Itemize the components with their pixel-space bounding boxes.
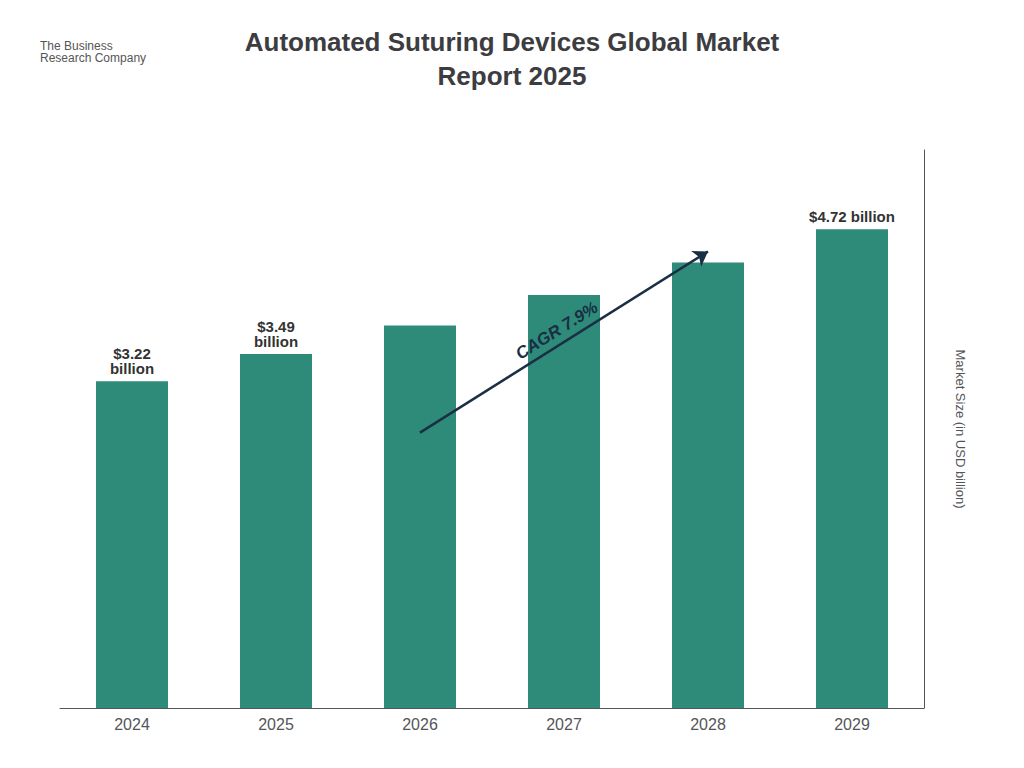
svg-text:$3.22: $3.22 xyxy=(113,345,151,363)
svg-text:2027: 2027 xyxy=(546,716,582,733)
svg-text:Automated Suturing Devices Glo: Automated Suturing Devices Global Market xyxy=(245,27,780,57)
svg-text:2025: 2025 xyxy=(258,716,294,733)
svg-text:2024: 2024 xyxy=(114,716,150,733)
svg-text:$3.49: $3.49 xyxy=(257,317,295,335)
svg-text:CAGR 7.9%: CAGR 7.9% xyxy=(512,298,601,364)
svg-text:2029: 2029 xyxy=(834,716,870,733)
svg-text:Report 2025: Report 2025 xyxy=(438,61,587,91)
svg-text:2026: 2026 xyxy=(402,716,438,733)
svg-text:Market Size (in USD billion): Market Size (in USD billion) xyxy=(953,350,968,509)
svg-text:The Business: The Business xyxy=(40,39,113,53)
svg-text:Research Company: Research Company xyxy=(40,51,146,65)
svg-text:2028: 2028 xyxy=(690,716,726,733)
svg-text:billion: billion xyxy=(110,360,154,377)
svg-text:$4.72 billion: $4.72 billion xyxy=(809,208,895,225)
svg-text:billion: billion xyxy=(254,333,298,350)
